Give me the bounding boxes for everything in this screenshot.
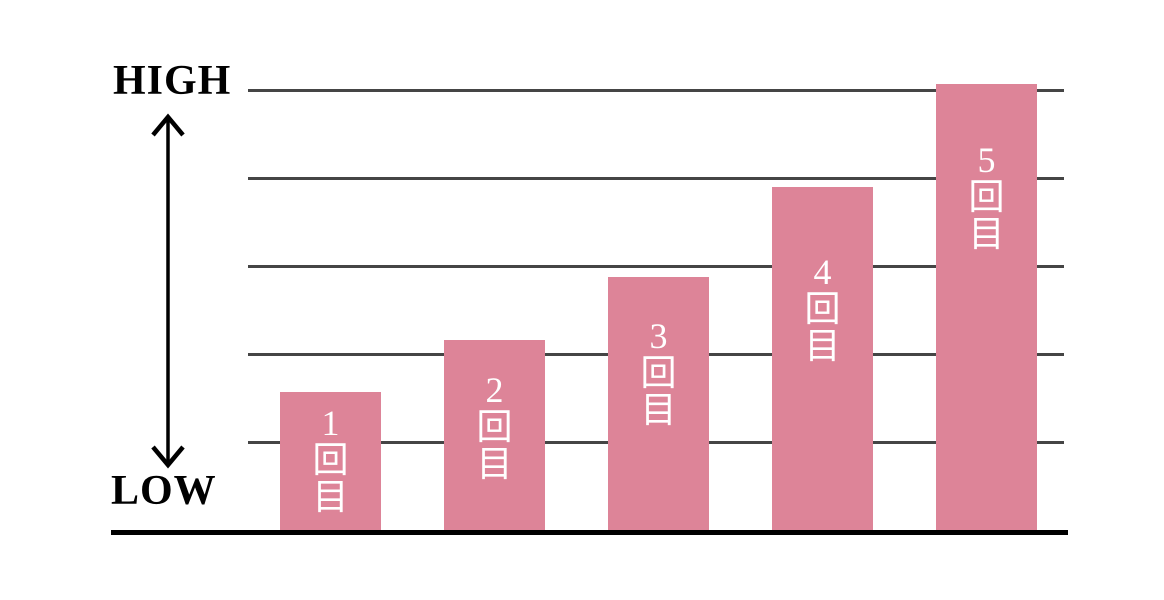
x-axis-line [111, 530, 1068, 535]
gridline [248, 89, 1064, 92]
gridline [248, 177, 1064, 180]
bar-label-char: 回 [640, 353, 677, 393]
bar-label-char: 2 [485, 370, 504, 410]
bar-label-char: 目 [968, 214, 1005, 254]
gridline [248, 265, 1064, 268]
bar-label-char: 回 [968, 177, 1005, 217]
y-axis-high-label: HIGH [113, 58, 232, 104]
bar-label-char: 目 [804, 326, 841, 366]
y-axis-low-label: LOW [111, 468, 217, 514]
bar-label-char: 目 [476, 444, 513, 484]
bar-label-char: 4 [813, 252, 832, 292]
bar-label-char: 回 [476, 407, 513, 447]
bar-label-char: 1 [321, 403, 340, 443]
bar-label-char: 3 [649, 316, 668, 356]
bar-label-char: 回 [312, 440, 349, 480]
bar-label-char: 目 [312, 477, 349, 517]
bar-label-char: 目 [640, 390, 677, 430]
bar-label-char: 5 [977, 140, 996, 180]
bar-label-char: 回 [804, 289, 841, 329]
